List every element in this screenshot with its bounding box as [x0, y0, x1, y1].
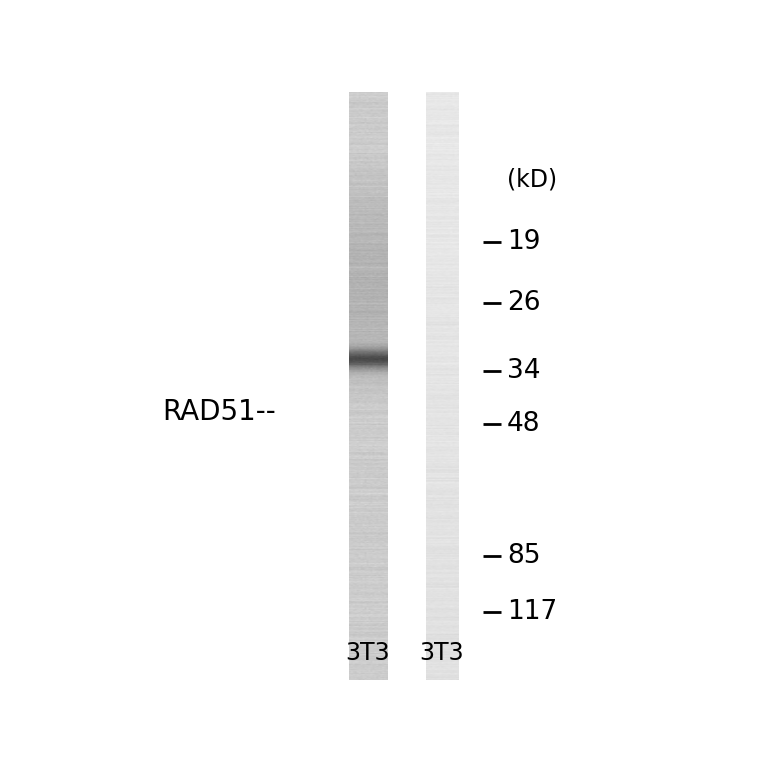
Text: RAD51--: RAD51-- [162, 398, 276, 426]
Text: 117: 117 [507, 599, 557, 625]
Text: 34: 34 [507, 358, 540, 384]
Text: (kD): (kD) [507, 168, 557, 192]
Text: 19: 19 [507, 228, 540, 254]
Text: 48: 48 [507, 411, 540, 437]
Text: 3T3: 3T3 [345, 641, 390, 665]
Text: 26: 26 [507, 290, 540, 316]
Text: 3T3: 3T3 [419, 641, 465, 665]
Text: 85: 85 [507, 543, 540, 569]
